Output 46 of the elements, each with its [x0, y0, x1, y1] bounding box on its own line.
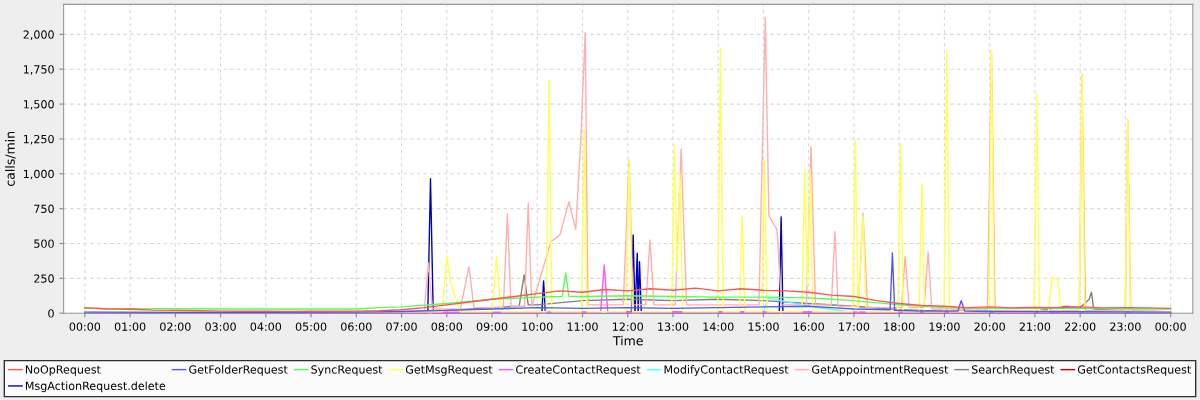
legend-label: NoOpRequest: [25, 365, 101, 376]
x-tick-label: 19:00: [929, 322, 960, 331]
x-tick-label: 11:00: [567, 322, 598, 331]
y-tick-label: 1,500: [23, 100, 54, 110]
legend-label: ModifyContactRequest: [664, 365, 789, 376]
x-tick-label: 07:00: [386, 322, 417, 331]
x-tick-label: 01:00: [114, 322, 146, 331]
x-tick-label: 02:00: [160, 322, 191, 331]
y-tick-label: 500: [34, 239, 54, 248]
x-tick-label: 08:00: [431, 322, 463, 331]
legend-label: GetAppointmentRequest: [812, 365, 949, 376]
x-tick-label: 03:00: [205, 322, 236, 331]
y-axis-title: calls/min: [5, 131, 16, 186]
legend-label: MsgActionRequest.delete: [25, 381, 166, 393]
x-tick-label: 12:00: [612, 322, 644, 331]
legend-label: SearchRequest: [971, 365, 1055, 376]
y-tick-label: 0: [48, 309, 54, 318]
legend-label: GetContactsRequest: [1077, 365, 1191, 376]
x-tick-label: 00:00: [69, 322, 101, 331]
x-tick-label: 09:00: [476, 322, 508, 331]
legend-label: CreateContactRequest: [516, 365, 641, 376]
legend-label: SyncRequest: [311, 365, 383, 376]
x-tick-label: 22:00: [1064, 322, 1096, 331]
x-tick-label: 15:00: [748, 322, 779, 331]
x-tick-label: 18:00: [884, 322, 915, 331]
legend-label: GetMsgRequest: [405, 365, 493, 376]
x-tick-label: 16:00: [793, 322, 824, 331]
y-tick-label: 2,000: [23, 30, 54, 40]
x-tick-label: 10:00: [522, 322, 553, 331]
x-tick-label: 21:00: [1019, 322, 1051, 331]
x-tick-label: 23:00: [1110, 322, 1141, 331]
x-tick-label: 00:00: [1155, 322, 1186, 331]
x-tick-label: 17:00: [839, 322, 870, 331]
y-tick-label: 1,750: [23, 65, 54, 75]
y-tick-label: 750: [34, 204, 54, 214]
x-tick-label: 06:00: [341, 322, 372, 331]
legend-label: GetFolderRequest: [189, 365, 288, 376]
x-tick-label: 14:00: [703, 322, 734, 331]
x-tick-label: 04:00: [250, 322, 282, 331]
y-tick-label: 1,250: [23, 134, 54, 145]
x-tick-label: 20:00: [974, 322, 1005, 331]
x-tick-label: 13:00: [658, 322, 689, 331]
y-tick-label: 1,000: [23, 169, 54, 180]
x-tick-label: 05:00: [295, 322, 327, 331]
x-axis-title: Time: [612, 335, 643, 346]
y-tick-label: 250: [34, 274, 54, 283]
